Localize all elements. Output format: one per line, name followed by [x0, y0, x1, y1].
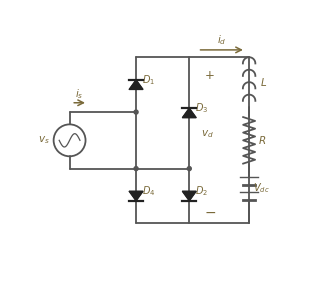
Circle shape	[187, 167, 191, 171]
Text: $D_2$: $D_2$	[195, 184, 208, 198]
Text: $D_4$: $D_4$	[142, 184, 155, 198]
Polygon shape	[182, 191, 196, 201]
Text: $v_s$: $v_s$	[38, 134, 49, 146]
Text: $V_{dc}$: $V_{dc}$	[253, 182, 270, 195]
Text: $i_s$: $i_s$	[75, 87, 83, 101]
Circle shape	[134, 167, 138, 171]
Text: $D_3$: $D_3$	[195, 101, 208, 115]
Polygon shape	[129, 191, 143, 201]
Text: $+$: $+$	[204, 69, 215, 82]
Text: $D_1$: $D_1$	[142, 73, 155, 87]
Text: $i_d$: $i_d$	[217, 33, 226, 47]
Polygon shape	[129, 80, 143, 89]
Text: $R$: $R$	[258, 134, 267, 146]
Text: $-$: $-$	[204, 205, 216, 219]
Text: $L$: $L$	[260, 76, 267, 88]
Text: $v_d$: $v_d$	[201, 128, 214, 140]
Circle shape	[134, 110, 138, 114]
Polygon shape	[182, 108, 196, 118]
